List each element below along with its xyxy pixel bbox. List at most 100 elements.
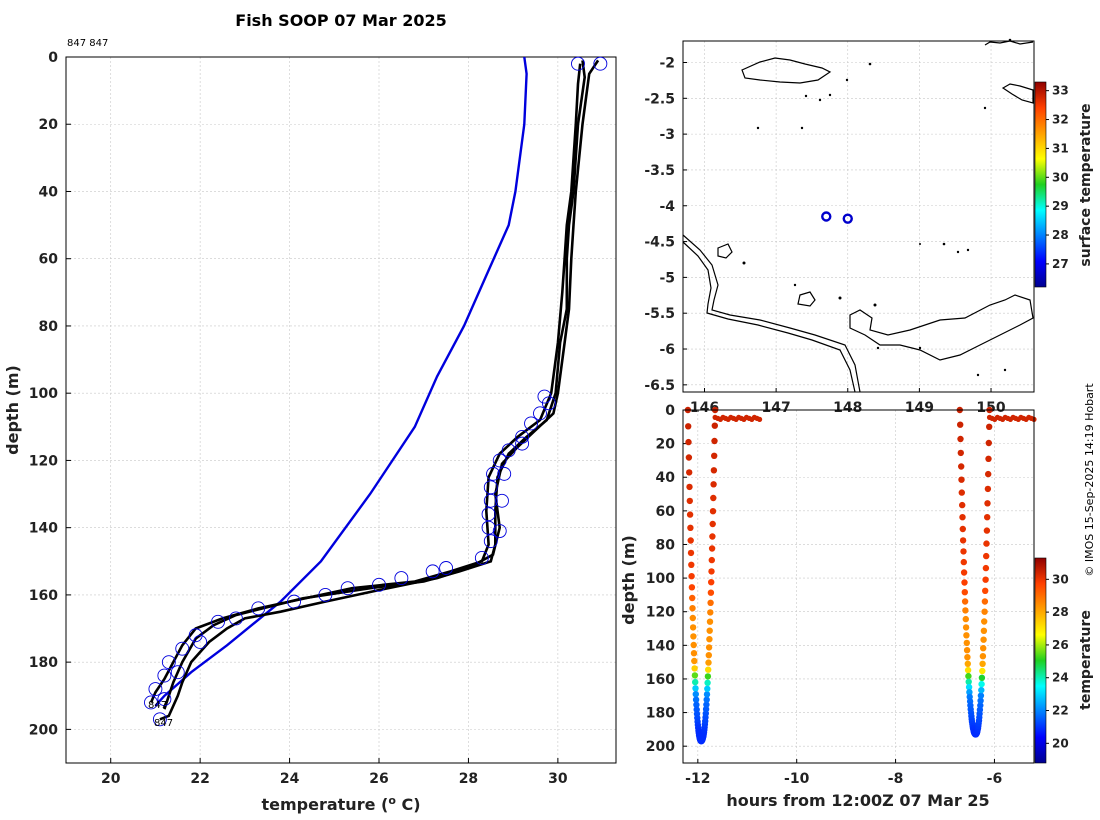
profile-marker bbox=[533, 406, 547, 421]
time-x-tick-label: -10 bbox=[784, 771, 810, 787]
map-tick-labels: 146147148149150-2-2.5-3-3.5-4-4.5-5-5.5-… bbox=[644, 55, 1006, 416]
profile-marker bbox=[161, 655, 176, 670]
profile-marker bbox=[157, 668, 172, 683]
profile-series-3 bbox=[163, 60, 587, 710]
cast-1-point bbox=[704, 673, 712, 680]
coastline-png-mainland-2 bbox=[682, 241, 856, 393]
profile-marker bbox=[501, 443, 516, 458]
profile-marker bbox=[515, 436, 530, 451]
map-x-tick-label: 148 bbox=[833, 400, 862, 416]
cast-1-point bbox=[687, 537, 694, 544]
temperature-colorbar bbox=[1034, 557, 1047, 764]
time-y-tick-label: 20 bbox=[656, 437, 676, 453]
profile-lines bbox=[149, 56, 600, 721]
cast-2-point bbox=[959, 537, 967, 544]
cast-1-point bbox=[707, 589, 715, 596]
map-y-tick-label: -6 bbox=[659, 342, 675, 358]
profile-panel: 20 22 24 26 28 30020406080100120140160180200 … bbox=[3, 11, 617, 814]
cast-2-point bbox=[985, 455, 992, 462]
temperature-colorbar-tick-label: 30 bbox=[1052, 572, 1069, 586]
cast-2-point bbox=[966, 689, 973, 696]
map-axes-box bbox=[682, 40, 1035, 393]
cast-1-point bbox=[690, 641, 697, 649]
surface-colorbar-tick-label: 29 bbox=[1052, 199, 1069, 213]
profile-marker bbox=[251, 601, 266, 616]
cast-1-point bbox=[705, 652, 712, 659]
cast-1-point bbox=[710, 494, 717, 502]
coastline-long-island bbox=[717, 243, 733, 259]
time-y-tick-label: 180 bbox=[646, 706, 675, 722]
cast-1-point bbox=[688, 561, 695, 568]
profile-x-tick-label: 28 bbox=[459, 771, 478, 787]
profile-x-tick-label: 22 bbox=[190, 771, 209, 787]
profile-tick-labels: 20 22 24 26 28 30 0 20 40 60 80 100 120 140 160 180 200 bbox=[29, 50, 568, 787]
cast-2-point bbox=[977, 692, 985, 699]
cast-2-point bbox=[982, 587, 989, 594]
surface-colorbar-tick-label: 32 bbox=[1052, 113, 1069, 127]
profile-marker bbox=[515, 429, 530, 444]
profile-y-tick-label: 140 bbox=[29, 521, 58, 537]
profile-marker bbox=[425, 564, 440, 579]
profile-marker bbox=[170, 665, 185, 680]
cast-2-point bbox=[960, 548, 967, 555]
profile-x-tick-label: 24 bbox=[280, 771, 300, 787]
cast-2-point bbox=[978, 674, 986, 681]
surface-colorbar-ticks: 27 28 29 30 31 32 33 bbox=[1046, 84, 1069, 271]
cast-1-point bbox=[687, 524, 694, 531]
cast-1-point bbox=[691, 657, 698, 665]
surface-colorbar-label: surface temperature bbox=[1078, 103, 1094, 266]
profile-marker bbox=[188, 628, 203, 643]
profile-grid bbox=[66, 56, 616, 763]
cast-1-point bbox=[708, 545, 716, 552]
cast-1-point bbox=[686, 497, 693, 505]
cast-2-point bbox=[983, 552, 990, 560]
profile-marker bbox=[211, 614, 225, 629]
time-y-tick-label: 100 bbox=[646, 571, 675, 587]
map-point bbox=[821, 211, 832, 222]
surface-colorbar-tick-label: 31 bbox=[1052, 141, 1069, 155]
profile-marker bbox=[287, 594, 301, 609]
profile-y-tick-label: 40 bbox=[39, 184, 59, 200]
cast-1-point bbox=[705, 644, 713, 651]
cast-1-point bbox=[711, 422, 718, 429]
profile-y-tick-label: 120 bbox=[29, 453, 58, 469]
profile-marker bbox=[537, 389, 552, 404]
cast-2-point bbox=[958, 463, 965, 470]
profile-marker bbox=[228, 611, 243, 626]
cast-1-point bbox=[692, 685, 699, 692]
profile-x-tick-label: 26 bbox=[369, 771, 388, 787]
profile-y-tick-label: 0 bbox=[48, 50, 58, 66]
surface-colorbar-tick-label: 28 bbox=[1052, 228, 1069, 242]
profile-y-tick-label: 180 bbox=[29, 655, 58, 671]
cast-2-point bbox=[965, 672, 972, 680]
time-x-tick-label: -8 bbox=[888, 771, 904, 787]
chart-title: Fish SOOP 07 Mar 2025 bbox=[235, 11, 446, 30]
cast-2-point bbox=[980, 627, 988, 634]
profile-marker bbox=[492, 453, 507, 468]
cast-1-surface-point bbox=[757, 416, 763, 422]
cast-2-point bbox=[979, 667, 986, 675]
map-y-tick-label: -2.5 bbox=[644, 91, 675, 107]
cast-2-point bbox=[983, 540, 990, 547]
map-y-tick-label: -6.5 bbox=[644, 378, 675, 394]
cast-1-point bbox=[706, 636, 713, 643]
map-y-tick-label: -2 bbox=[659, 55, 675, 71]
y-axis-label: depth (m) bbox=[3, 365, 22, 455]
cast-2-point bbox=[963, 647, 971, 654]
cast-1-point bbox=[707, 599, 714, 606]
profile-marker bbox=[486, 466, 500, 481]
credit: © IMOS 15-Sep-2025 14:19 Hobart bbox=[1083, 383, 1096, 577]
cast-1-point bbox=[691, 665, 698, 672]
profile-marker bbox=[481, 507, 496, 522]
cast-1-point bbox=[686, 483, 693, 491]
profile-series-4 bbox=[159, 59, 600, 721]
cast-1-point bbox=[688, 573, 695, 580]
time-casts bbox=[684, 406, 1037, 745]
profile-series-1 bbox=[154, 56, 528, 707]
cast-1-point bbox=[711, 452, 718, 459]
coastline-new-britain-north bbox=[984, 40, 1034, 46]
profile-marker bbox=[481, 520, 496, 535]
time-y-tick-label: 200 bbox=[646, 739, 675, 755]
cast-1-point bbox=[689, 594, 696, 602]
